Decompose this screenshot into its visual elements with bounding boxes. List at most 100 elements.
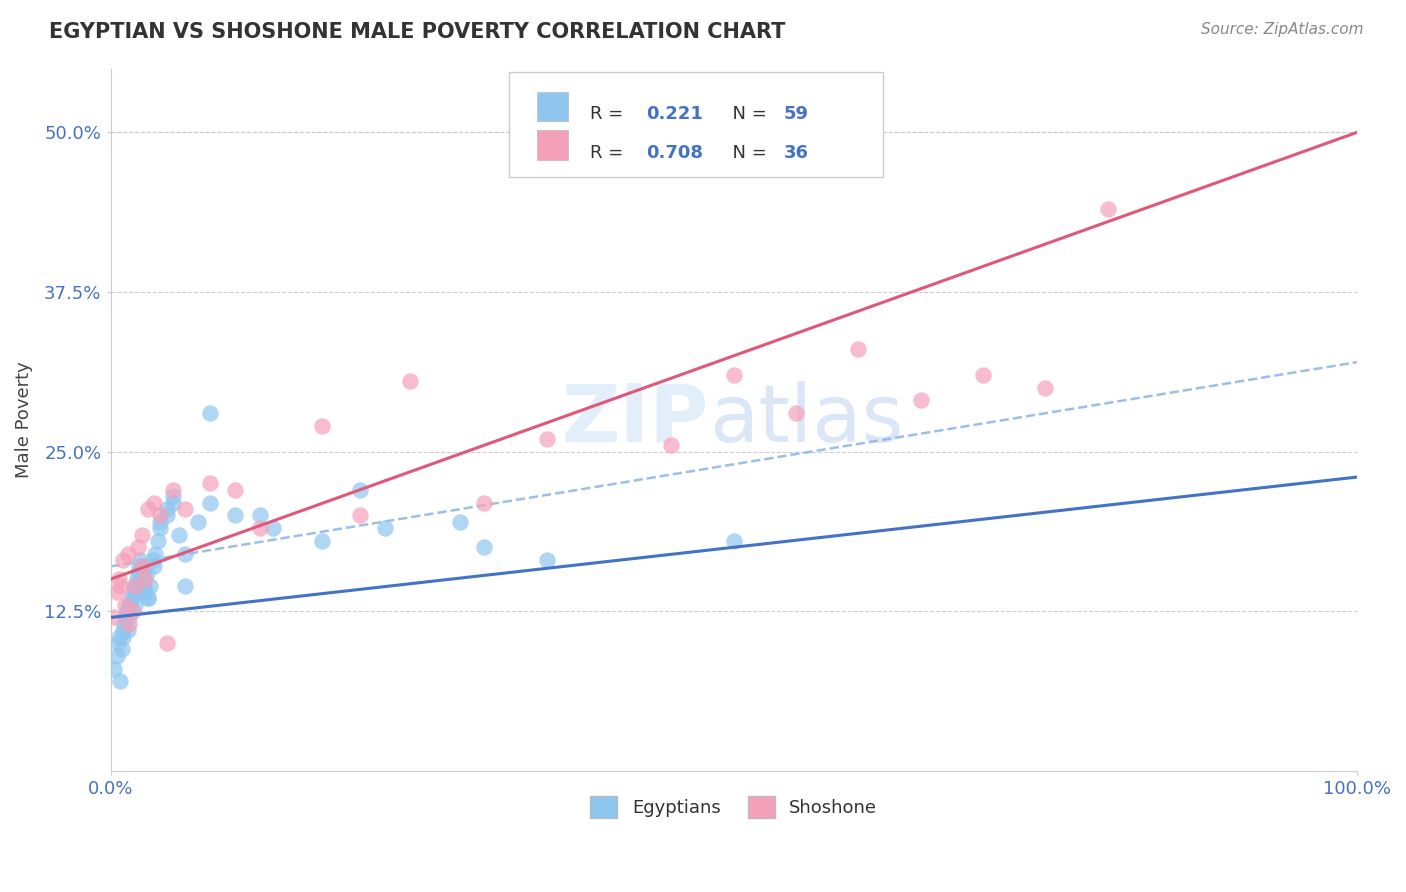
Point: [111, 630, 134, 644]
Text: atlas: atlas: [709, 381, 903, 458]
Point: [128, 559, 150, 574]
Point: [155, 508, 177, 523]
Point: [536, 432, 558, 446]
Point: [131, 527, 153, 541]
Text: Source: ZipAtlas.com: Source: ZipAtlas.com: [1201, 22, 1364, 37]
Text: R =: R =: [591, 105, 630, 123]
Point: [117, 547, 139, 561]
Point: [910, 393, 932, 408]
Point: [129, 553, 152, 567]
Text: EGYPTIAN VS SHOSHONE MALE POVERTY CORRELATION CHART: EGYPTIAN VS SHOSHONE MALE POVERTY CORREL…: [49, 22, 786, 42]
Point: [131, 559, 153, 574]
Point: [174, 578, 197, 592]
Point: [108, 630, 131, 644]
Point: [162, 489, 184, 503]
Legend: Egyptians, Shoshone: Egyptians, Shoshone: [583, 789, 884, 825]
Point: [110, 674, 132, 689]
Point: [311, 419, 333, 434]
Point: [174, 502, 197, 516]
Point: [136, 502, 159, 516]
Point: [136, 591, 159, 606]
Point: [374, 521, 396, 535]
Point: [972, 368, 994, 382]
Point: [111, 624, 134, 638]
Point: [114, 598, 136, 612]
Point: [661, 438, 683, 452]
Point: [134, 572, 156, 586]
FancyBboxPatch shape: [537, 92, 568, 121]
Point: [1097, 202, 1119, 216]
Point: [103, 610, 125, 624]
Point: [135, 566, 157, 580]
Point: [127, 541, 149, 555]
Point: [118, 610, 141, 624]
Point: [139, 578, 162, 592]
Point: [162, 495, 184, 509]
Point: [114, 610, 136, 624]
Point: [200, 495, 222, 509]
Point: [127, 566, 149, 580]
Point: [103, 662, 125, 676]
Text: ZIP: ZIP: [561, 381, 709, 458]
Point: [107, 636, 129, 650]
Point: [149, 521, 172, 535]
Point: [125, 572, 148, 586]
Point: [111, 553, 134, 567]
Point: [122, 585, 145, 599]
Point: [155, 636, 177, 650]
Point: [200, 476, 222, 491]
FancyBboxPatch shape: [537, 130, 568, 160]
Point: [398, 374, 420, 388]
Point: [110, 578, 132, 592]
Text: N =: N =: [721, 144, 773, 161]
Text: 0.221: 0.221: [647, 105, 703, 123]
Y-axis label: Male Poverty: Male Poverty: [15, 361, 32, 478]
Point: [149, 515, 172, 529]
Point: [149, 508, 172, 523]
Point: [200, 406, 222, 420]
Point: [536, 553, 558, 567]
Point: [124, 578, 146, 592]
Point: [134, 578, 156, 592]
Point: [115, 604, 138, 618]
Point: [105, 648, 128, 663]
Point: [134, 585, 156, 599]
Point: [131, 572, 153, 586]
Point: [117, 624, 139, 638]
Point: [474, 541, 496, 555]
Point: [143, 495, 166, 509]
Text: R =: R =: [591, 144, 630, 161]
Point: [142, 553, 165, 567]
Point: [1035, 381, 1057, 395]
Point: [249, 521, 271, 535]
Point: [111, 642, 134, 657]
Point: [785, 406, 807, 420]
Point: [249, 508, 271, 523]
Point: [112, 616, 135, 631]
Point: [723, 533, 745, 548]
Point: [122, 604, 145, 618]
Point: [131, 566, 153, 580]
Text: 0.708: 0.708: [647, 144, 703, 161]
Point: [105, 585, 128, 599]
Point: [262, 521, 284, 535]
Text: N =: N =: [721, 105, 773, 123]
Point: [723, 368, 745, 382]
Point: [174, 547, 197, 561]
Point: [118, 598, 141, 612]
Point: [349, 508, 371, 523]
Point: [124, 598, 146, 612]
Point: [187, 515, 209, 529]
Point: [224, 508, 246, 523]
Point: [122, 578, 145, 592]
Point: [143, 559, 166, 574]
Point: [146, 533, 169, 548]
Point: [136, 591, 159, 606]
Point: [145, 547, 167, 561]
Point: [162, 483, 184, 497]
Point: [349, 483, 371, 497]
Point: [108, 572, 131, 586]
Point: [155, 502, 177, 516]
Point: [848, 343, 870, 357]
Point: [311, 533, 333, 548]
